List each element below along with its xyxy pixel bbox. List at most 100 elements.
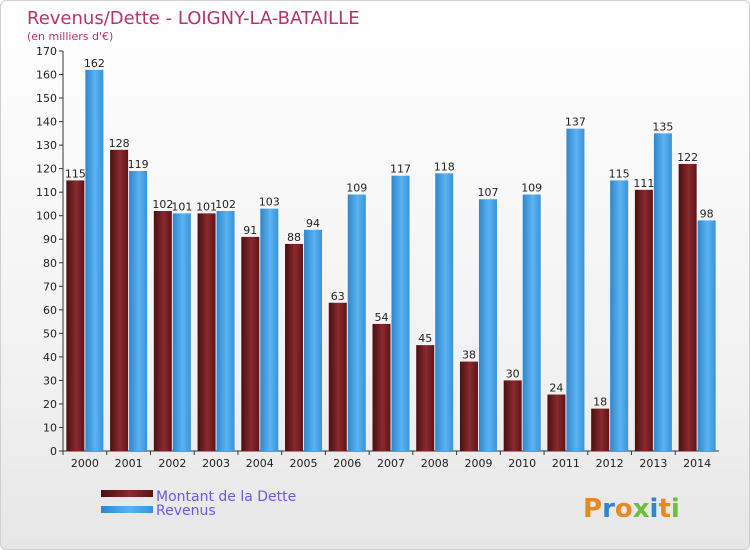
value-label-revenus: 135 xyxy=(652,120,673,133)
value-label-revenus: 117 xyxy=(390,163,411,176)
bar-debt xyxy=(153,211,172,451)
value-label-revenus: 102 xyxy=(215,198,236,211)
y-tick-label: 150 xyxy=(36,92,57,105)
x-tick-label: 2006 xyxy=(333,457,361,470)
bar-debt xyxy=(285,243,304,451)
bar-debt xyxy=(197,213,216,451)
value-label-debt: 45 xyxy=(418,332,432,345)
logo-letter: t xyxy=(658,494,670,524)
bar-debt xyxy=(634,189,653,451)
y-tick-label: 80 xyxy=(43,257,57,270)
bar-debt xyxy=(372,323,391,451)
bar-revenus xyxy=(129,171,148,451)
bar-debt xyxy=(591,408,610,451)
x-tick-label: 2005 xyxy=(290,457,318,470)
logo-letter: x xyxy=(633,494,650,524)
x-tick-label: 2011 xyxy=(552,457,580,470)
y-tick-label: 40 xyxy=(43,351,57,364)
value-label-debt: 102 xyxy=(152,198,173,211)
value-label-debt: 88 xyxy=(287,231,301,244)
y-tick-label: 0 xyxy=(50,445,57,458)
legend-label-revenus: Revenus xyxy=(156,503,216,519)
bar-debt xyxy=(547,394,566,451)
bar-revenus xyxy=(347,194,366,451)
y-tick-label: 90 xyxy=(43,233,57,246)
value-label-revenus: 115 xyxy=(609,167,630,180)
x-tick-label: 2014 xyxy=(683,457,711,470)
bar-debt xyxy=(328,302,347,451)
value-label-debt: 30 xyxy=(506,367,520,380)
x-tick-label: 2001 xyxy=(115,457,143,470)
value-label-debt: 24 xyxy=(549,382,563,395)
logo-letter: o xyxy=(615,494,633,524)
y-tick-label: 140 xyxy=(36,116,57,129)
x-tick-label: 2010 xyxy=(508,457,536,470)
bar-revenus xyxy=(85,69,104,451)
value-label-revenus: 109 xyxy=(521,182,542,195)
bar-debt xyxy=(503,380,522,451)
value-label-revenus: 118 xyxy=(434,160,455,173)
bar-revenus xyxy=(653,133,672,451)
bar-revenus xyxy=(391,175,410,452)
x-tick-label: 2000 xyxy=(71,457,99,470)
bar-revenus xyxy=(435,173,454,451)
bar-debt xyxy=(459,361,478,451)
bar-debt xyxy=(416,345,435,451)
chart-title: Revenus/Dette - LOIGNY-LA-BATAILLE xyxy=(27,8,360,29)
value-label-revenus: 101 xyxy=(171,200,192,213)
y-tick-label: 130 xyxy=(36,139,57,152)
value-label-debt: 18 xyxy=(593,396,607,409)
value-label-revenus: 162 xyxy=(84,57,105,70)
y-tick-label: 60 xyxy=(43,304,57,317)
value-label-revenus: 103 xyxy=(259,196,280,209)
legend-label-debt: Montant de la Dette xyxy=(156,489,296,505)
value-label-revenus: 109 xyxy=(346,182,367,195)
logo-letter: i xyxy=(671,494,680,524)
value-label-debt: 122 xyxy=(677,151,698,164)
value-label-debt: 115 xyxy=(65,167,86,180)
bar-revenus xyxy=(304,229,323,451)
bar-revenus xyxy=(216,211,235,451)
value-label-debt: 54 xyxy=(375,311,389,324)
x-tick-label: 2013 xyxy=(639,457,667,470)
bar-debt xyxy=(241,236,260,451)
bar-revenus xyxy=(522,194,541,451)
x-tick-label: 2007 xyxy=(377,457,405,470)
chart-subtitle: (en milliers d'€) xyxy=(27,30,113,43)
proxiti-logo: Proxiti xyxy=(583,494,680,524)
y-tick-label: 160 xyxy=(36,69,57,82)
y-tick-label: 30 xyxy=(43,374,57,387)
value-label-debt: 111 xyxy=(633,177,654,190)
bar-revenus xyxy=(610,180,629,452)
value-label-debt: 91 xyxy=(243,224,257,237)
axes: 0 10 20 30 40 50 60 70 80 90 100 110 120 130 140 150 160… xyxy=(36,45,719,470)
y-tick-label: 100 xyxy=(36,210,57,223)
value-label-revenus: 107 xyxy=(477,186,498,199)
bar-revenus xyxy=(478,199,497,451)
bar-debt xyxy=(110,149,129,451)
logo-letter: i xyxy=(650,494,659,524)
value-label-revenus: 137 xyxy=(565,116,586,129)
legend-swatch-revenus xyxy=(101,506,153,513)
bar-revenus xyxy=(260,208,279,451)
logo-letter: r xyxy=(602,494,615,524)
value-label-debt: 101 xyxy=(196,200,217,213)
y-tick-label: 70 xyxy=(43,280,57,293)
x-tick-label: 2002 xyxy=(158,457,186,470)
value-label-revenus: 94 xyxy=(306,217,320,230)
x-tick-label: 2004 xyxy=(246,457,274,470)
logo-letter: P xyxy=(583,494,602,524)
value-label-revenus: 119 xyxy=(128,158,149,171)
x-tick-label: 2012 xyxy=(596,457,624,470)
y-tick-label: 110 xyxy=(36,186,57,199)
value-label-revenus: 98 xyxy=(700,207,714,220)
bar-debt xyxy=(66,180,85,452)
y-tick-label: 20 xyxy=(43,398,57,411)
x-tick-label: 2008 xyxy=(421,457,449,470)
bar-debt xyxy=(678,163,697,452)
bar-revenus xyxy=(697,220,716,451)
x-tick-label: 2003 xyxy=(202,457,230,470)
